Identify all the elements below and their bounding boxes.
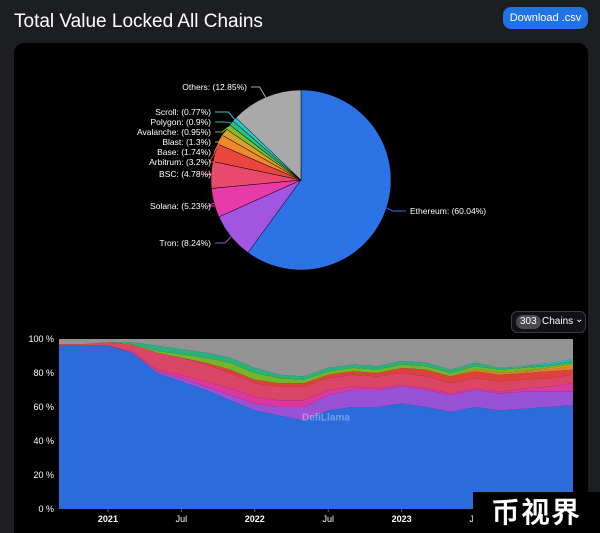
pie-leader-line-avalanche	[215, 126, 229, 133]
area-series-others[interactable]	[59, 339, 573, 377]
x-tick-label: Jul	[322, 514, 334, 524]
pie-leader-line-bsc	[205, 173, 215, 176]
site-watermark-badge: 币视界	[473, 492, 600, 533]
chart-watermark: DefiLlama	[302, 413, 350, 424]
x-tick-label: Jul	[176, 514, 188, 524]
tvl-dominance-area-chart: 0 % 20 % 40 % 60 % 80 % 100 % DefiLlama 2021 Jul…	[28, 334, 573, 524]
chains-count-badge: 303	[516, 315, 541, 329]
pie-label-tron: Tron: (8.24%)	[159, 238, 211, 248]
y-tick-label: 40 %	[33, 436, 54, 446]
area-series-polygon[interactable]	[59, 342, 573, 380]
area-series-bsc[interactable]	[59, 342, 573, 401]
x-tick-label: 2022	[245, 514, 265, 524]
pie-label-scroll: Scroll: (0.77%)	[155, 107, 211, 117]
pie-leader-line-blast	[215, 132, 226, 143]
pie-leader-line-polygon	[215, 121, 232, 124]
y-tick-label: 0 %	[38, 504, 54, 514]
pie-label-blast: Blast: (1.3%)	[162, 137, 211, 147]
page-title: Total Value Locked All Chains	[14, 11, 263, 32]
pie-label-base: Base: (1.74%)	[157, 147, 211, 157]
area-series-ethereum[interactable]	[59, 345, 573, 509]
pie-label-solana: Solana: (5.23%)	[150, 201, 211, 211]
pie-leader-line-scroll	[215, 111, 235, 120]
pie-label-bsc: BSC: (4.78%)	[159, 169, 211, 179]
area-series-tron[interactable]	[59, 345, 573, 421]
chart-panel: Ethereum: (60.04%) Tron: (8.24%) Solana: (…	[14, 43, 588, 533]
tvl-pie-chart: Ethereum: (60.04%) Tron: (8.24%) Solana: (…	[137, 82, 486, 271]
chevron-down-icon: ⌄	[575, 314, 584, 325]
area-series-avalanche[interactable]	[59, 342, 573, 384]
page-header: Total Value Locked All Chains Download .…	[0, 0, 600, 44]
area-series-arbitrum[interactable]	[59, 342, 573, 387]
x-tick-label: 2023	[392, 514, 412, 524]
pie-label-polygon: Polygon: (0.9%)	[151, 117, 212, 127]
y-tick-label: 80 %	[33, 368, 54, 378]
pie-label-arbitrum: Arbitrum: (3.2%)	[149, 157, 211, 167]
pie-leader-line-ethereum	[386, 207, 406, 212]
chains-selector[interactable]: 303 Chains ⌄	[511, 311, 586, 333]
pie-leader-line-base	[213, 139, 221, 153]
pie-slice-ethereum[interactable]	[247, 89, 392, 271]
download-csv-button[interactable]: Download .csv	[503, 7, 588, 29]
chains-selector-label: Chains	[542, 316, 574, 327]
pie-label-ethereum: Ethereum: (60.04%)	[410, 206, 486, 216]
pie-label-others: Others: (12.85%)	[182, 82, 247, 92]
pie-leader-line-arbitrum	[208, 152, 216, 163]
pie-leader-line-solana	[207, 202, 215, 207]
pie-leader-line-tron	[215, 236, 232, 244]
y-tick-label: 20 %	[33, 470, 54, 480]
pie-leader-line-others	[251, 86, 267, 98]
y-tick-label: 100 %	[28, 334, 54, 344]
y-tick-label: 60 %	[33, 402, 54, 412]
x-tick-label: 2021	[98, 514, 118, 524]
pie-label-avalanche: Avalanche: (0.95%)	[137, 127, 211, 137]
